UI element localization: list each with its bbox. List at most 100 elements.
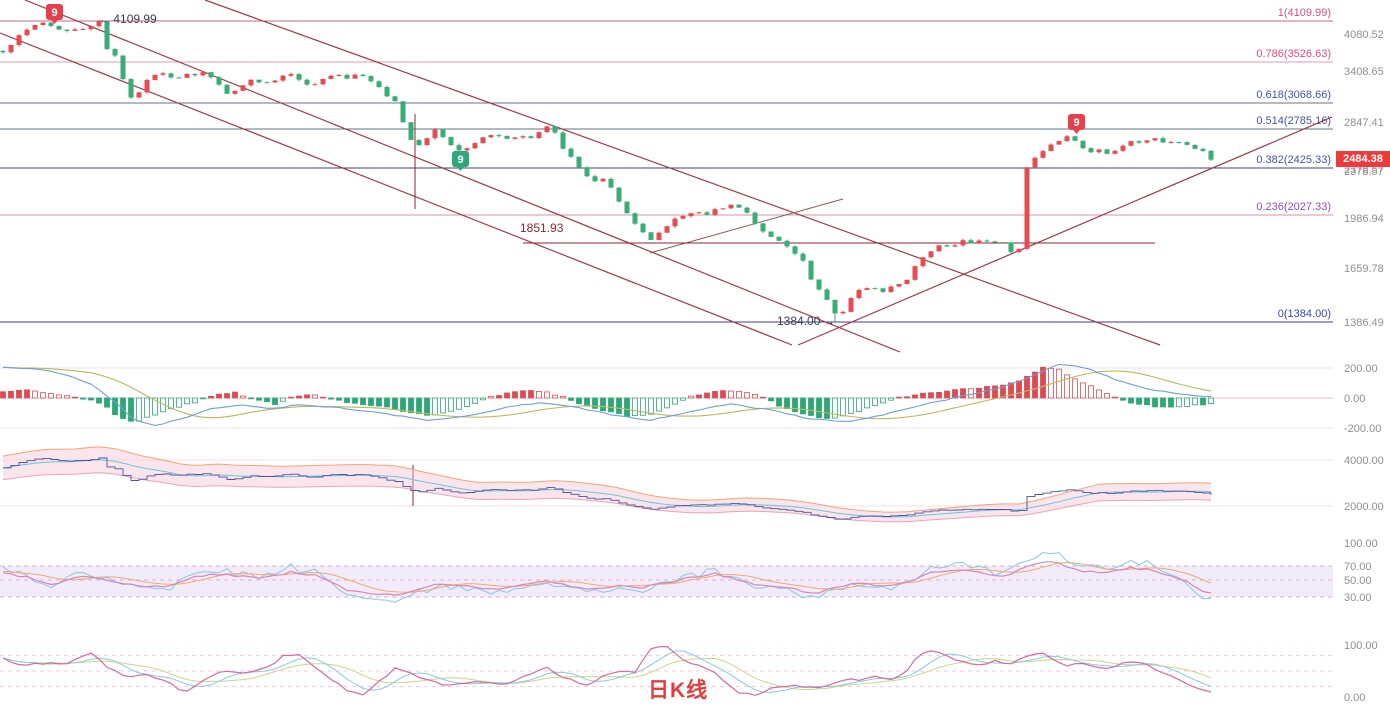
macd-bar [560, 395, 566, 399]
candle [368, 76, 374, 82]
panel-tick: 100.00 [1344, 538, 1378, 550]
macd-bar [864, 397, 870, 409]
macd-bar [904, 396, 910, 399]
macd-bar [528, 390, 534, 399]
macd-bar [264, 397, 270, 403]
candle [1048, 144, 1054, 152]
kdj-panel [0, 645, 1333, 696]
macd-bar [432, 397, 438, 416]
candle [808, 260, 814, 280]
candle [856, 289, 862, 299]
low-price-annotation[interactable]: 1384.00 → [777, 314, 835, 328]
candle [576, 156, 582, 168]
candle [720, 208, 726, 210]
macd-bar [128, 397, 134, 422]
high-price-annotation[interactable]: ← 4109.99 [99, 12, 157, 26]
macd-bar [456, 397, 462, 410]
macd-bar [248, 397, 254, 400]
macd-bar [1128, 397, 1134, 404]
macd-bar [64, 395, 70, 399]
fib-label: 0.514(2785.16) [1256, 115, 1331, 127]
candle [1064, 136, 1070, 142]
candle [1072, 136, 1078, 141]
macd-bar [800, 397, 806, 415]
axis-price-behind-badge: 2378.57 [1344, 164, 1384, 176]
macd-bar [624, 397, 630, 417]
macd-bar [488, 396, 494, 399]
macd-bar [192, 397, 198, 404]
macd-bar [136, 397, 142, 422]
macd-bar [840, 397, 846, 417]
candle [456, 145, 462, 151]
panel-tick: 200.00 [1344, 363, 1378, 375]
candle [584, 167, 590, 177]
candle [896, 284, 902, 287]
candle [736, 204, 742, 208]
candle [104, 21, 110, 50]
candle [1088, 148, 1094, 153]
count-9-marker[interactable]: 9 [1068, 114, 1085, 134]
candle [696, 212, 702, 214]
chart-type-watermark: 日K线 [648, 679, 709, 702]
candle [872, 288, 878, 290]
macd-bar [1008, 382, 1014, 399]
macd-bar [816, 397, 822, 419]
macd-bar [296, 395, 302, 399]
macd-bar [712, 391, 718, 399]
count-9-marker[interactable]: 9 [46, 4, 63, 24]
axis-label: 9 [51, 7, 57, 19]
pivot-price-annotation[interactable]: 1851.93 [520, 221, 563, 235]
candle [432, 129, 438, 139]
candle [1096, 149, 1102, 153]
macd-bar [1184, 397, 1190, 407]
macd-bar [1176, 397, 1182, 408]
panel-tick: 70.00 [1344, 561, 1372, 573]
panel-tick: 2000.00 [1344, 501, 1384, 513]
fib-label: 1(4109.99) [1278, 7, 1331, 19]
macd-bar [1088, 385, 1094, 399]
candle [712, 209, 718, 215]
macd-bar [448, 397, 454, 412]
macd-panel [0, 363, 1214, 426]
macd-bar [104, 397, 110, 408]
candle [536, 132, 542, 139]
candle [72, 29, 78, 31]
macd-bar [1032, 371, 1038, 399]
candle [168, 73, 174, 78]
macd-bar [728, 390, 734, 399]
candle [616, 187, 622, 202]
macd-bar [392, 397, 398, 410]
candle [704, 212, 710, 215]
candle [1152, 138, 1158, 141]
candle [128, 79, 134, 98]
price-tick: 2378.57 [1344, 166, 1384, 178]
candle [624, 201, 630, 214]
macd-bar [120, 397, 126, 419]
pivot-price-label: 1851.93 [520, 221, 564, 235]
macd-bar [1192, 397, 1198, 406]
macd-bar [440, 397, 446, 414]
macd-bar [600, 397, 606, 412]
right-arrow-icon: → [823, 316, 835, 328]
candles [0, 20, 1214, 322]
count-9-marker[interactable]: 9 [452, 151, 469, 171]
macd-bar [1200, 397, 1206, 406]
candle [40, 22, 46, 25]
candle [1160, 138, 1166, 143]
candle [848, 298, 854, 312]
candle [480, 137, 486, 144]
candle [880, 288, 886, 292]
macd-bar [680, 397, 686, 401]
macd-bar [16, 389, 22, 399]
candle [928, 251, 934, 258]
macd-bar [1016, 380, 1022, 399]
candle [288, 74, 294, 76]
candle [200, 72, 206, 76]
candle [0, 50, 6, 53]
macd-bar [576, 397, 582, 405]
candle [224, 84, 230, 94]
candle [312, 84, 318, 86]
macd-bar [304, 394, 310, 399]
macd-bar [32, 390, 38, 399]
